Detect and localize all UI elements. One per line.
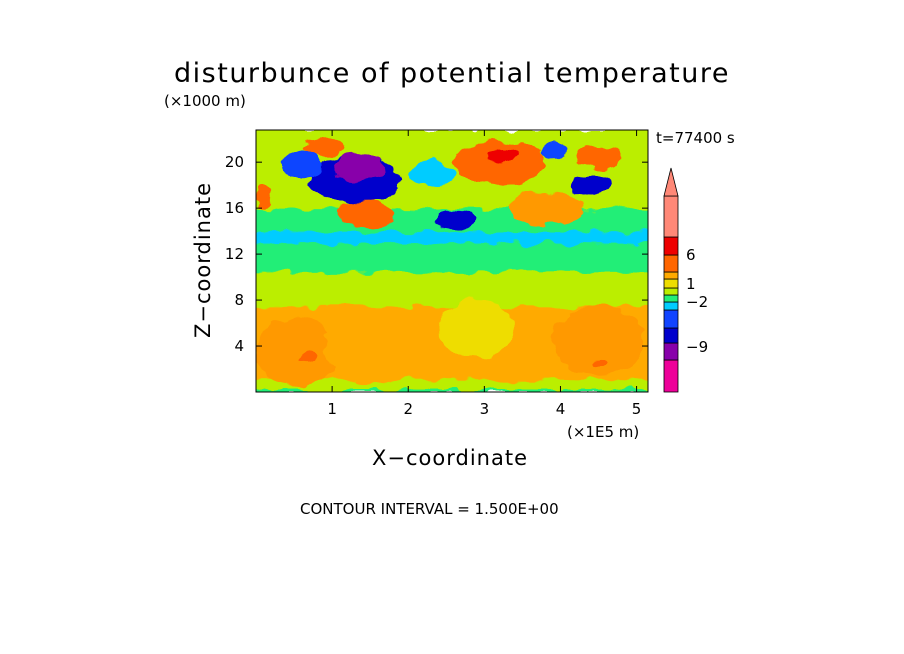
y-tick-label: 16 bbox=[225, 199, 244, 217]
heatmap-feature bbox=[335, 200, 397, 228]
heatmap-feature bbox=[434, 210, 473, 229]
heatmap-feature bbox=[301, 352, 317, 363]
x-axis-unit: (×1E5 m) bbox=[567, 423, 640, 441]
colorbar-label: −9 bbox=[686, 338, 708, 356]
x-tick-label: 2 bbox=[403, 400, 413, 418]
colorbar-swatch bbox=[663, 271, 679, 280]
colorbar-swatch bbox=[663, 301, 679, 311]
colorbar bbox=[663, 167, 679, 393]
heatmap-band bbox=[256, 388, 648, 392]
colorbar-swatch bbox=[663, 327, 679, 344]
colorbar-swatch bbox=[663, 359, 679, 393]
time-label: t=77400 s bbox=[656, 129, 735, 147]
heatmap-feature bbox=[332, 154, 386, 182]
x-axis-label: X−coordinate bbox=[372, 446, 528, 470]
heatmap-band bbox=[256, 242, 648, 273]
colorbar-swatch bbox=[663, 254, 679, 273]
heatmap-feature bbox=[438, 300, 515, 358]
colorbar-swatch bbox=[663, 278, 679, 289]
heatmap-feature bbox=[590, 359, 607, 367]
y-tick-label: 12 bbox=[225, 245, 244, 263]
colorbar-swatch bbox=[663, 195, 679, 238]
x-tick-label: 1 bbox=[327, 400, 337, 418]
colorbar-swatch bbox=[663, 309, 679, 329]
x-tick-label: 3 bbox=[480, 400, 490, 418]
colorbar-swatch bbox=[663, 342, 679, 361]
colorbar-label: −2 bbox=[686, 293, 708, 311]
y-axis-unit: (×1000 m) bbox=[164, 92, 246, 110]
colorbar-swatch bbox=[663, 294, 679, 303]
heatmap-feature bbox=[256, 317, 340, 387]
heatmap-band bbox=[256, 271, 648, 307]
x-tick-label: 4 bbox=[556, 400, 566, 418]
heatmap-band bbox=[256, 378, 648, 390]
heatmap-band bbox=[256, 231, 648, 244]
colorbar-swatch bbox=[663, 287, 679, 296]
colorbar-swatch bbox=[663, 236, 679, 256]
y-tick-label: 8 bbox=[234, 291, 244, 309]
contour-interval-label: CONTOUR INTERVAL = 1.500E+00 bbox=[300, 500, 559, 518]
colorbar-arrow bbox=[663, 167, 679, 197]
chart-title: disturbunce of potential temperature bbox=[174, 58, 730, 89]
heatmap-feature bbox=[552, 305, 645, 375]
heatmap-feature bbox=[324, 309, 432, 383]
heatmap-feature bbox=[575, 144, 622, 168]
heatmap-field bbox=[256, 130, 648, 392]
plot-frame bbox=[255, 129, 649, 393]
colorbar-label: 6 bbox=[686, 246, 696, 264]
heatmap-feature bbox=[256, 185, 272, 209]
heatmap-feature bbox=[507, 192, 584, 225]
heatmap-feature bbox=[571, 174, 610, 196]
heatmap-feature bbox=[541, 141, 565, 160]
heatmap-feature bbox=[301, 139, 348, 156]
x-tick-label: 5 bbox=[632, 400, 642, 418]
heatmap-feature bbox=[408, 159, 454, 188]
y-tick-label: 4 bbox=[234, 337, 244, 355]
heatmap-feature bbox=[282, 150, 321, 179]
heatmap-feature bbox=[488, 149, 519, 164]
colorbar-label: 1 bbox=[686, 275, 696, 293]
y-tick-label: 20 bbox=[225, 153, 244, 171]
